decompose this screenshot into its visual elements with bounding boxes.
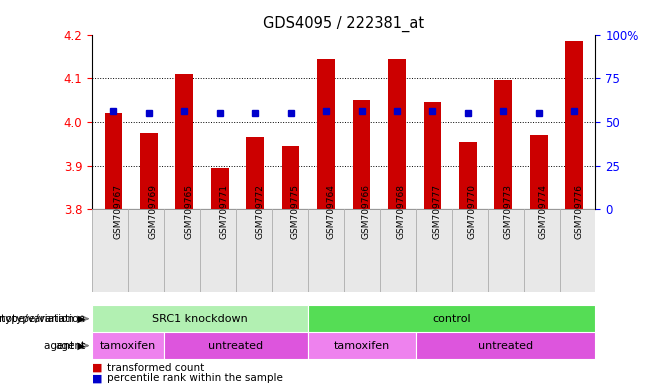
Bar xyxy=(459,142,477,209)
Bar xyxy=(380,209,416,292)
Bar xyxy=(308,332,416,359)
Text: GSM709767: GSM709767 xyxy=(113,184,122,239)
Text: percentile rank within the sample: percentile rank within the sample xyxy=(107,373,282,383)
Text: tamoxifen: tamoxifen xyxy=(100,341,156,351)
Text: untreated: untreated xyxy=(209,341,263,351)
Bar xyxy=(211,168,228,209)
Bar xyxy=(92,209,128,292)
Text: untreated: untreated xyxy=(478,341,533,351)
Text: GSM709776: GSM709776 xyxy=(574,184,583,239)
Bar xyxy=(282,146,299,209)
Bar xyxy=(343,209,380,292)
Text: GSM709774: GSM709774 xyxy=(539,184,547,238)
Text: GSM709771: GSM709771 xyxy=(220,184,229,239)
Text: GSM709772: GSM709772 xyxy=(255,184,264,238)
Bar xyxy=(388,59,406,209)
Bar xyxy=(565,41,583,209)
Text: SRC1 knockdown: SRC1 knockdown xyxy=(152,314,248,324)
Text: GSM709769: GSM709769 xyxy=(149,184,158,239)
Bar xyxy=(424,102,442,209)
Text: GSM709766: GSM709766 xyxy=(361,184,370,239)
Text: genotype/variation ▶: genotype/variation ▶ xyxy=(0,314,86,324)
Bar xyxy=(176,74,193,209)
Text: agent ▶: agent ▶ xyxy=(44,341,86,351)
Text: GSM709777: GSM709777 xyxy=(432,184,442,239)
Bar xyxy=(416,209,451,292)
Text: ■: ■ xyxy=(92,373,103,383)
Bar xyxy=(530,135,547,209)
Bar xyxy=(317,59,335,209)
Bar xyxy=(308,305,595,332)
Bar xyxy=(524,209,559,292)
Bar xyxy=(488,209,524,292)
Text: agent: agent xyxy=(55,341,86,351)
Bar xyxy=(308,209,343,292)
Bar xyxy=(494,80,512,209)
Bar xyxy=(200,209,236,292)
Text: GSM709768: GSM709768 xyxy=(397,184,406,239)
Text: GSM709764: GSM709764 xyxy=(326,184,335,238)
Title: GDS4095 / 222381_at: GDS4095 / 222381_at xyxy=(263,16,424,32)
Text: GSM709775: GSM709775 xyxy=(291,184,299,239)
Text: GSM709770: GSM709770 xyxy=(468,184,477,239)
Text: tamoxifen: tamoxifen xyxy=(334,341,390,351)
Bar xyxy=(92,305,308,332)
Bar xyxy=(164,332,308,359)
Text: GSM709773: GSM709773 xyxy=(503,184,513,239)
Bar xyxy=(272,209,308,292)
Text: transformed count: transformed count xyxy=(107,363,204,373)
Bar xyxy=(559,209,595,292)
Bar xyxy=(128,209,164,292)
Bar xyxy=(353,100,370,209)
Bar xyxy=(451,209,488,292)
Bar xyxy=(236,209,272,292)
Text: genotype/variation: genotype/variation xyxy=(0,314,86,324)
Bar xyxy=(105,113,122,209)
Bar xyxy=(92,332,164,359)
Bar xyxy=(246,137,264,209)
Bar xyxy=(164,209,200,292)
Bar xyxy=(416,332,595,359)
Bar xyxy=(140,133,158,209)
Text: ■: ■ xyxy=(92,363,103,373)
Text: GSM709765: GSM709765 xyxy=(184,184,193,239)
Text: control: control xyxy=(432,314,471,324)
